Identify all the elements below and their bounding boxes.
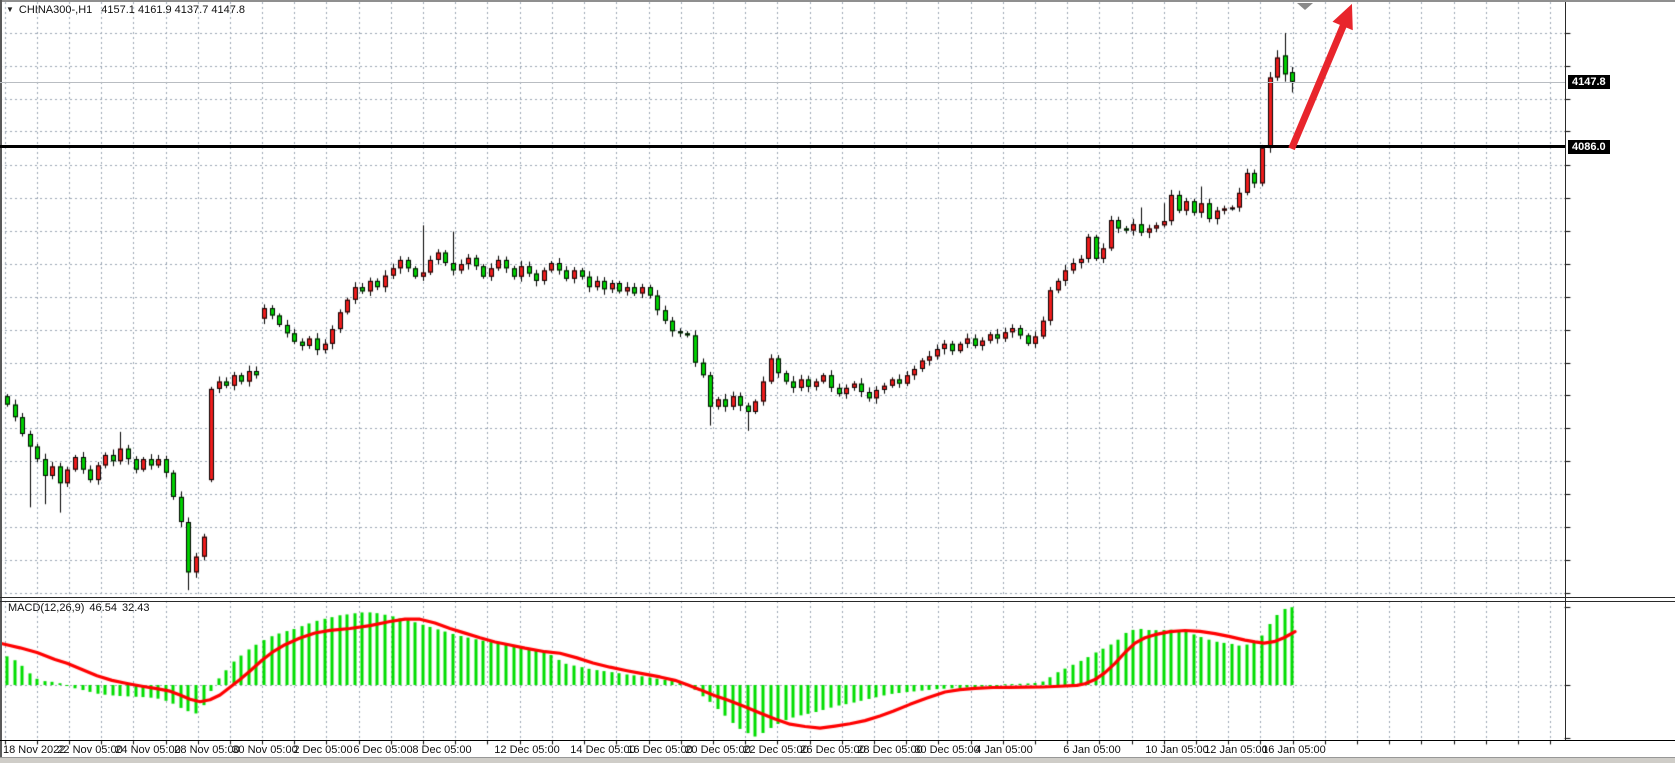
time-tick-label: 12 Jan 05:00 [1204,744,1268,756]
time-tick-label: 22 Nov 05:00 [57,744,123,756]
time-tick-label: 28 Nov 05:00 [174,744,240,756]
time-tick-label: 6 Jan 05:00 [1063,744,1121,756]
time-tick-label: 2 Dec 05:00 [293,744,353,756]
panel-separator-bottom[interactable] [0,601,1675,602]
window-left-border [0,0,2,757]
time-tick-label: 26 Dec 05:00 [800,744,866,756]
time-tick-label: 4 Jan 05:00 [975,744,1033,756]
price-axis-border [1565,2,1566,740]
chart-title-bar: ▼ CHINA300-,H1 4157.1 4161.9 4137.7 4147.8 [6,4,245,17]
symbol-dropdown-icon[interactable]: ▼ [6,5,14,14]
time-tick-label: 16 Dec 05:00 [627,744,693,756]
time-tick-label: 22 Dec 05:00 [743,744,809,756]
chart-shift-marker-icon[interactable] [1297,3,1313,10]
macd-indicator-label: MACD(12,26,9) 46.54 32.43 [8,602,154,614]
hline-price-tag: 4086.0 [1568,140,1610,154]
bid-price-line [0,82,1565,83]
macd-value-signal: 32.43 [121,602,150,614]
window-top-border [0,0,1675,2]
time-tick-label: 14 Dec 05:00 [570,744,636,756]
horizontal-line-object[interactable] [0,145,1565,148]
time-tick-label: 30 Nov 05:00 [232,744,298,756]
price-axis[interactable]: 4194.54163.04131.54100.54069.04037.54006… [1566,2,1675,740]
chart-title-symbol: CHINA300-,H1 [18,4,93,16]
window-bottom-strip [0,757,1675,763]
time-tick-label: 20 Dec 05:00 [685,744,751,756]
time-axis-border [0,740,1675,741]
time-tick-label: 18 Nov 2022 [3,744,66,756]
current-price-tag: 4147.8 [1568,75,1610,89]
time-tick-label: 10 Jan 05:00 [1145,744,1209,756]
time-axis[interactable]: 18 Nov 2022 22 Nov 05:00 24 Nov 05:00 28 No… [0,741,1675,757]
time-tick-label: 30 Dec 05:00 [914,744,980,756]
time-tick-label: 24 Nov 05:00 [115,744,181,756]
macd-value-main: 46.54 [89,602,117,614]
time-tick-label: 16 Jan 05:00 [1262,744,1326,756]
time-tick-label: 6 Dec 05:00 [353,744,413,756]
chart-title-ohlc: 4157.1 4161.9 4137.7 4147.8 [101,4,246,16]
macd-name: MACD(12,26,9) [8,602,85,614]
panel-separator-top[interactable] [0,597,1675,598]
time-tick-label: 28 Dec 05:00 [857,744,923,756]
time-tick-label: 12 Dec 05:00 [494,744,560,756]
time-tick-label: 8 Dec 05:00 [412,744,472,756]
